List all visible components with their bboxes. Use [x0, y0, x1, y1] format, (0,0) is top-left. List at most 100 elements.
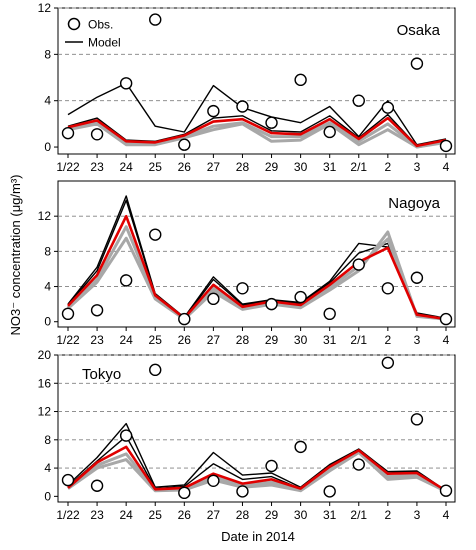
model-ensemble-line — [67, 451, 447, 493]
y-tick-label: 12 — [38, 1, 52, 15]
y-tick-label: 0 — [44, 489, 51, 503]
obs-point — [119, 77, 133, 90]
x-tick-label: 2/1 — [350, 333, 367, 347]
obs-point — [410, 413, 424, 426]
x-tick-label: 23 — [90, 508, 104, 522]
obs-point — [439, 312, 453, 326]
y-tick-label: 0 — [44, 140, 51, 154]
x-tick-label: 2/1 — [350, 160, 367, 174]
panel-title: Nagoya — [388, 195, 440, 212]
x-tick-label: 30 — [294, 508, 308, 522]
x-tick-label: 4 — [443, 333, 450, 347]
model-line — [67, 214, 447, 321]
obs-point — [294, 440, 307, 454]
obs-point — [323, 485, 336, 498]
obs-point — [265, 116, 278, 129]
x-tick-label: 26 — [178, 160, 192, 174]
x-tick-label: 30 — [294, 160, 308, 174]
x-tick-label: 23 — [90, 160, 104, 174]
x-tick-label: 24 — [119, 160, 133, 174]
y-tick-label: 12 — [38, 405, 52, 419]
panel-title: Osaka — [397, 22, 441, 39]
obs-point — [323, 307, 336, 321]
obs-point — [352, 458, 365, 471]
legend: Obs. Model — [65, 18, 121, 50]
x-tick-label: 2 — [385, 508, 392, 522]
y-tick-label: 4 — [44, 461, 51, 475]
obs-point — [149, 13, 162, 26]
obs-point — [90, 304, 104, 317]
obs-point — [149, 363, 162, 377]
plot-frame — [57, 180, 456, 328]
obs-point — [294, 290, 307, 304]
model-ensemble-line — [67, 450, 447, 493]
model-line — [67, 445, 447, 492]
x-tick-label: 28 — [236, 333, 250, 347]
obs-point — [410, 57, 424, 70]
x-tick-label: 24 — [119, 508, 133, 522]
x-tick-label: 1/22 — [56, 333, 80, 347]
model-ensemble-line — [66, 225, 447, 321]
x-tick-label: 28 — [236, 160, 250, 174]
obs-point — [61, 126, 75, 140]
obs-point — [90, 128, 104, 141]
y-axis-label: NO3⁻ concentration (μg/m³) — [8, 174, 23, 335]
x-tick-label: 1/22 — [56, 160, 80, 174]
legend-obs-marker — [67, 17, 81, 31]
obs-point — [119, 274, 133, 287]
y-tick-label: 4 — [44, 280, 51, 294]
x-tick-label: 24 — [119, 333, 133, 347]
obs-point — [207, 104, 220, 118]
y-tick-label: 0 — [44, 315, 51, 329]
x-tick-label: 1/22 — [56, 508, 80, 522]
x-axis-label: Date in 2014 — [221, 529, 295, 544]
obs-point — [352, 94, 365, 107]
x-tick-label: 25 — [149, 333, 163, 347]
panel-title: Tokyo — [82, 366, 121, 383]
x-tick-label: 23 — [90, 333, 104, 347]
obs-point — [61, 473, 75, 487]
obs-point — [381, 356, 395, 369]
y-tick-label: 8 — [44, 47, 51, 61]
legend-obs-label: Obs. — [88, 18, 113, 32]
obs-point — [119, 429, 133, 442]
obs-point — [265, 297, 278, 311]
model-line — [67, 116, 447, 148]
obs-point — [323, 125, 336, 139]
x-tick-label: 2 — [385, 160, 392, 174]
x-tick-label: 29 — [265, 508, 279, 522]
obs-point — [90, 479, 104, 492]
x-tick-label: 3 — [414, 160, 421, 174]
x-tick-label: 4 — [443, 508, 450, 522]
x-tick-label: 25 — [149, 508, 163, 522]
obs-point — [61, 307, 75, 321]
obs-point — [207, 292, 220, 306]
obs-point — [178, 486, 191, 500]
x-tick-label: 4 — [443, 160, 450, 174]
model-ensemble-line — [67, 82, 447, 146]
x-tick-label: 27 — [207, 333, 221, 347]
x-tick-label: 29 — [265, 333, 279, 347]
obs-point — [439, 484, 453, 497]
x-tick-label: 2/1 — [350, 508, 367, 522]
obs-point — [236, 100, 249, 113]
x-tick-label: 26 — [178, 333, 192, 347]
obs-point — [149, 228, 162, 241]
y-tick-label: 8 — [44, 433, 51, 447]
x-tick-label: 3 — [414, 508, 421, 522]
y-tick-label: 8 — [44, 244, 51, 258]
y-tick-label: 12 — [38, 209, 52, 223]
obs-point — [178, 138, 191, 151]
x-tick-label: 29 — [265, 160, 279, 174]
obs-point — [439, 139, 453, 153]
legend-model-label: Model — [88, 36, 121, 50]
obs-point — [265, 459, 278, 473]
obs-point — [236, 282, 249, 295]
x-tick-label: 3 — [414, 333, 421, 347]
x-tick-label: 31 — [323, 160, 337, 174]
x-tick-label: 2 — [385, 333, 392, 347]
